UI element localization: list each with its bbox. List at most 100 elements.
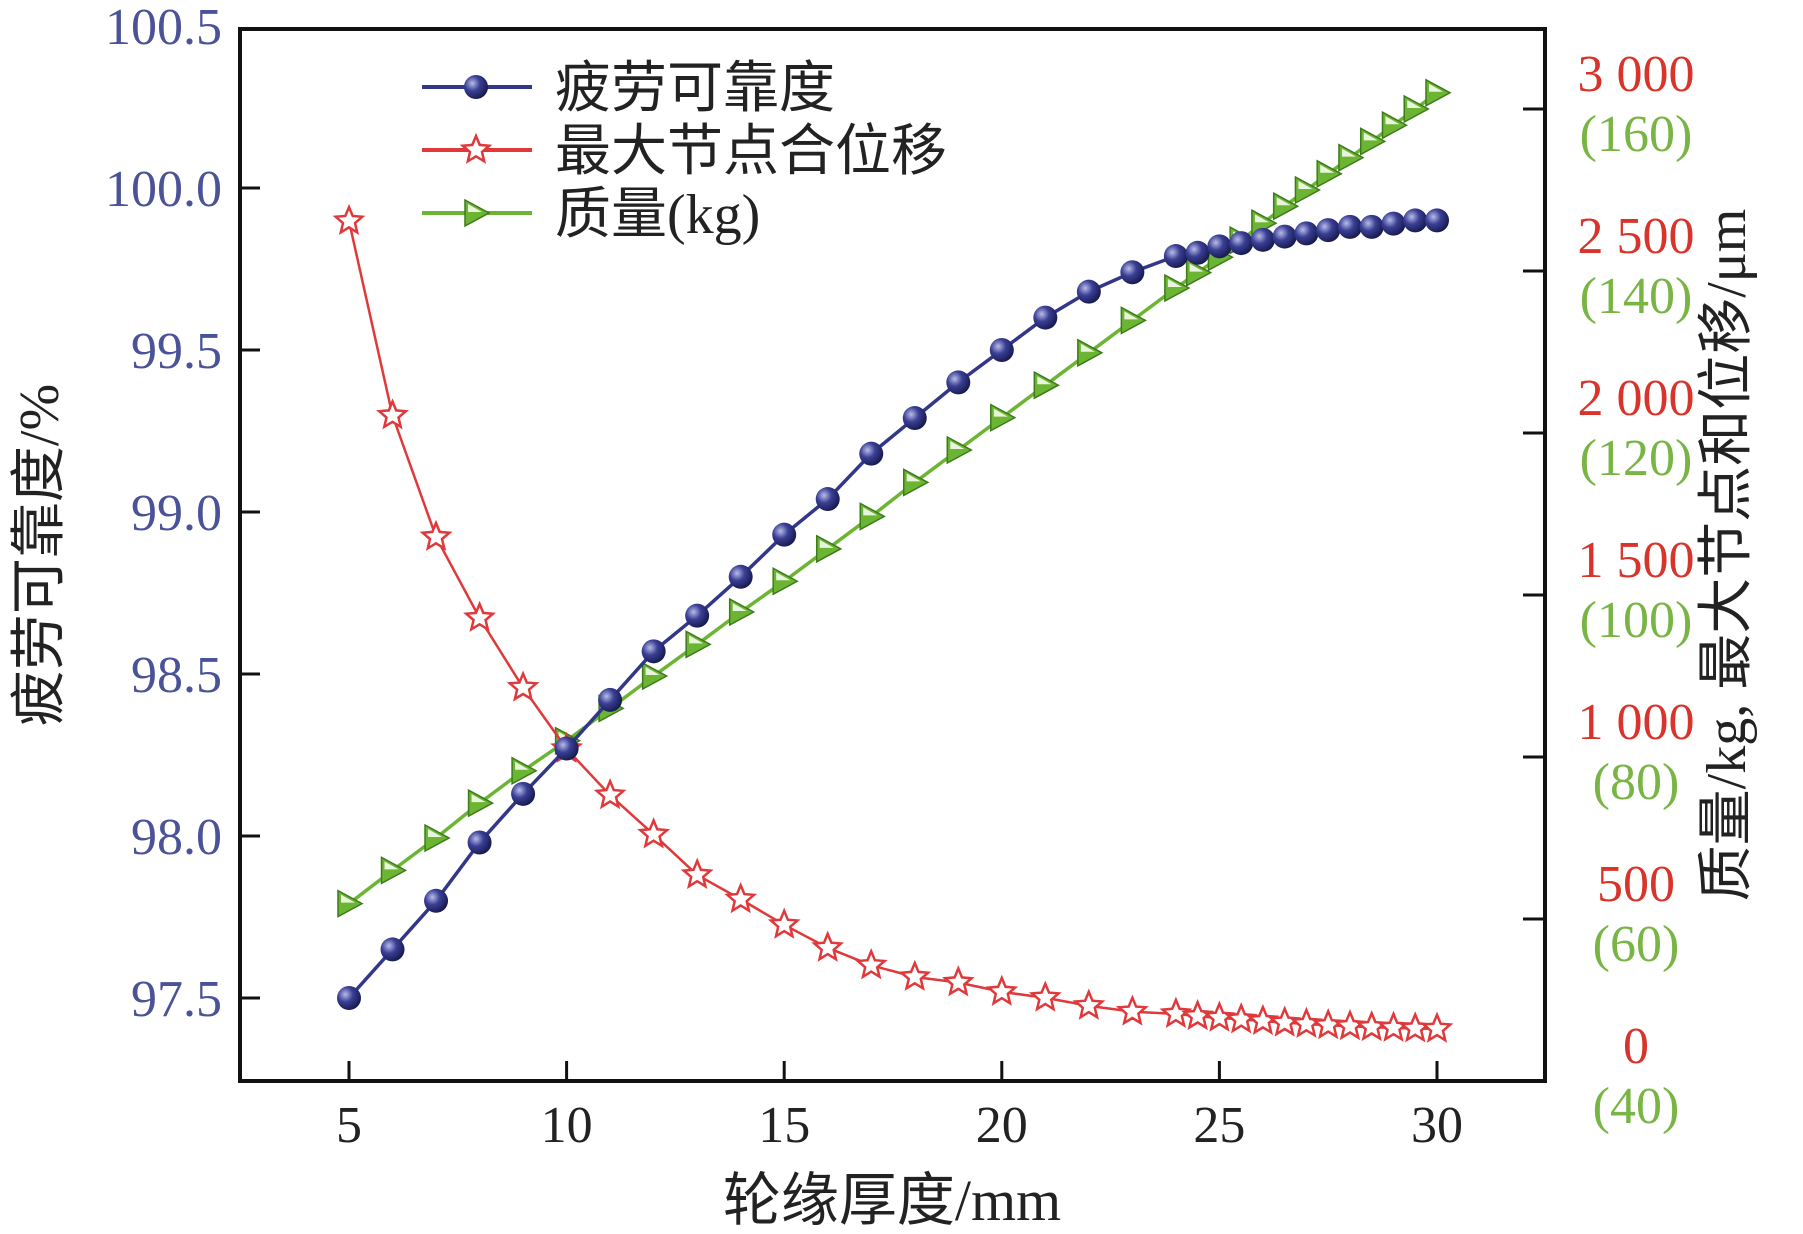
data-point-circle [1185, 240, 1210, 265]
data-point-circle [641, 639, 666, 664]
data-point-triangle-right-highlight [1298, 181, 1313, 189]
left-tick-label: 98.0 [131, 809, 222, 866]
data-point-star [463, 600, 496, 632]
data-point-triangle-right-highlight [1254, 214, 1269, 223]
data-point-triangle-right-highlight [1189, 263, 1204, 272]
data-point-triangle-right-highlight [1407, 100, 1422, 108]
data-point-triangle-right [511, 756, 538, 786]
data-point-triangle-right-highlight [776, 572, 791, 581]
left-tick-label: 99.0 [131, 485, 222, 542]
data-point-circle [424, 888, 449, 913]
data-point-star [811, 930, 845, 962]
data-point-star [1159, 996, 1193, 1028]
x-axis-label: 轮缘厚度/mm [723, 1168, 1061, 1233]
data-point-circle [554, 736, 579, 761]
left-tick-label: 99.5 [131, 323, 222, 380]
data-point-star [376, 398, 409, 430]
data-point-triangle-right-highlight [863, 507, 878, 516]
x-tick-label: 25 [1193, 1097, 1245, 1154]
data-point-circle [1381, 211, 1406, 236]
data-point-triangle-right-highlight [1080, 343, 1095, 352]
data-point-star [1246, 1003, 1280, 1036]
data-point-triangle-right-highlight [993, 408, 1008, 417]
data-point-star [898, 959, 932, 991]
data-point-star [506, 670, 540, 702]
data-point-triangle-right-highlight [689, 635, 704, 644]
legend-label: 最大节点合位移 [555, 121, 947, 183]
data-point-circle [467, 830, 492, 855]
data-point-circle [1120, 260, 1145, 285]
data-point-triangle-right-highlight [1341, 148, 1356, 157]
data-point-triangle-right-highlight [1124, 311, 1139, 320]
series-line-star [347, 220, 1438, 1031]
right-tick-label: 500 [1597, 856, 1675, 913]
data-point-star [1181, 998, 1215, 1031]
plot-frame [238, 27, 1547, 1083]
data-point-circle [685, 603, 710, 628]
left-tick-label: 100.0 [105, 161, 222, 218]
legend-label: 质量(kg) [555, 184, 760, 246]
data-point-circle [1316, 218, 1341, 243]
mass-tick-label: (140) [1580, 268, 1693, 325]
data-point-triangle-right-highlight [1037, 376, 1052, 385]
data-point-circle [1207, 234, 1232, 259]
data-point-circle [1294, 221, 1319, 246]
data-point-triangle-right-highlight [906, 473, 921, 482]
data-point-star [1398, 1011, 1432, 1043]
legend-label: 疲劳可靠度 [555, 58, 835, 120]
data-point-star [767, 907, 801, 939]
left-tick-label: 100.5 [105, 0, 222, 56]
data-point-triangle-right-highlight [645, 667, 660, 675]
data-point-star [332, 203, 366, 236]
mass-tick-label: (40) [1593, 1078, 1680, 1135]
data-point-triangle-right-highlight [384, 861, 399, 870]
data-point-triangle-right [728, 597, 756, 627]
data-point-circle [1359, 214, 1384, 239]
mass-tick-label: (120) [1580, 430, 1693, 487]
data-point-circle [1425, 208, 1449, 233]
right-tick-label: 0 [1623, 1018, 1649, 1075]
data-point-star [1289, 1006, 1323, 1038]
data-point-triangle-right [1164, 273, 1191, 303]
data-point-star [680, 857, 714, 889]
data-point-circle [337, 986, 361, 1010]
data-point-circle [946, 370, 971, 395]
data-point-triangle-right-highlight [1320, 164, 1335, 173]
legend-marker-triangle-right [464, 198, 491, 228]
data-point-triangle-right-highlight [1167, 279, 1182, 288]
data-point-circle [1163, 244, 1188, 269]
data-point-star [1268, 1005, 1302, 1037]
data-point-star [1420, 1011, 1454, 1043]
mass-tick-label: (160) [1580, 106, 1693, 163]
right-tick-label: 2 500 [1578, 208, 1695, 265]
data-point-circle [1076, 279, 1101, 304]
data-point-star [941, 965, 975, 997]
data-point-circle [511, 781, 536, 806]
data-point-star [637, 817, 671, 849]
x-tick-label: 15 [758, 1097, 810, 1154]
data-point-star [1224, 1002, 1258, 1034]
series-line-circle [347, 218, 1437, 1000]
data-point-triangle-right-highlight [428, 829, 443, 837]
data-point-star [1203, 1000, 1236, 1032]
data-point-circle [598, 687, 623, 712]
right-tick-label: 1 000 [1578, 694, 1695, 751]
right-tick-label: 1 500 [1578, 532, 1695, 589]
data-point-triangle-right-highlight [819, 539, 834, 548]
data-point-circle [1403, 208, 1428, 233]
data-point-circle [1229, 231, 1254, 256]
data-point-triangle-right-highlight [1276, 197, 1291, 206]
x-tick-label: 30 [1411, 1097, 1463, 1154]
left-tick-label: 98.5 [131, 647, 222, 704]
data-point-star [1028, 980, 1062, 1012]
left-axis-label: 疲劳可靠度/% [9, 384, 71, 726]
data-point-circle [728, 564, 753, 589]
legend-marker-star [459, 132, 493, 164]
right-tick-label: 2 000 [1578, 370, 1695, 427]
right-axis-label: 质量/kg, 最大节点和位移/μm [1696, 209, 1758, 902]
x-tick-label: 5 [336, 1097, 362, 1154]
data-point-star [985, 974, 1019, 1006]
data-point-triangle-right-highlight [471, 794, 486, 803]
legend-marker-circle [464, 75, 488, 99]
data-point-circle [902, 406, 927, 431]
